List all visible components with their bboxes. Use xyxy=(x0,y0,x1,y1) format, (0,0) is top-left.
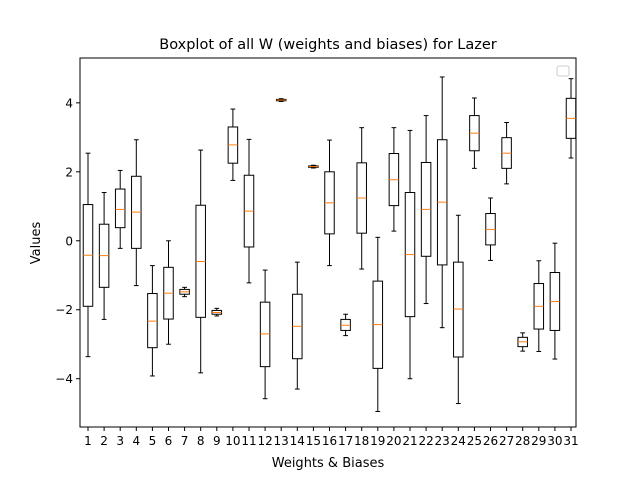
x-tick-label: 28 xyxy=(515,434,530,448)
y-axis-label: Values xyxy=(29,222,44,265)
iqr-box xyxy=(259,301,271,368)
x-tick-label: 8 xyxy=(197,434,205,448)
box-7 xyxy=(179,286,190,298)
x-tick-label: 24 xyxy=(451,434,466,448)
x-tick-label: 17 xyxy=(338,434,353,448)
y-tick-label: 4 xyxy=(65,96,73,110)
box-24 xyxy=(453,214,464,405)
box-22 xyxy=(420,115,432,305)
box-13 xyxy=(275,98,287,102)
box-30 xyxy=(549,242,561,360)
x-tick-label: 18 xyxy=(354,434,369,448)
box-11 xyxy=(243,138,255,284)
box-16 xyxy=(324,139,335,267)
x-tick-label: 29 xyxy=(531,434,546,448)
y-tick-label: 0 xyxy=(65,234,73,248)
x-tick-label: 26 xyxy=(483,434,498,448)
chart-title: Boxplot of all W (weights and biases) fo… xyxy=(159,37,496,53)
x-axis-label: Weights & Biases xyxy=(272,456,385,471)
box-15 xyxy=(308,164,319,169)
box-10 xyxy=(227,108,239,181)
box-31 xyxy=(565,78,577,159)
box-17 xyxy=(340,313,351,337)
box-23 xyxy=(436,76,448,329)
x-tick-label: 16 xyxy=(322,434,337,448)
box-series xyxy=(82,76,577,412)
iqr-box xyxy=(453,261,464,358)
box-27 xyxy=(501,121,512,185)
y-tick-label: −4 xyxy=(55,372,73,386)
box-2 xyxy=(98,191,110,320)
x-axis: 1 2 3 4 5 6 7 8 9 10 11 12 13 14 15 16 17 18 19 20 21 22 23 24 2… xyxy=(84,427,579,448)
x-tick-label: 12 xyxy=(257,434,272,448)
x-tick-label: 21 xyxy=(402,434,417,448)
x-tick-label: 14 xyxy=(290,434,305,448)
x-tick-label: 3 xyxy=(116,434,124,448)
box-20 xyxy=(388,127,400,232)
box-5 xyxy=(147,265,158,377)
y-tick-label: −2 xyxy=(55,303,73,317)
x-tick-label: 7 xyxy=(181,434,189,448)
box-21 xyxy=(404,129,416,380)
x-tick-label: 10 xyxy=(225,434,240,448)
box-3 xyxy=(114,169,126,249)
x-tick-label: 23 xyxy=(435,434,450,448)
plot-area-frame xyxy=(79,57,577,428)
box-9 xyxy=(211,307,223,317)
x-tick-label: 9 xyxy=(213,434,221,448)
y-axis: −4 −2 0 2 4 xyxy=(55,96,80,386)
box-28 xyxy=(517,332,528,352)
box-1 xyxy=(82,152,94,358)
x-tick-label: 6 xyxy=(165,434,173,448)
x-tick-label: 11 xyxy=(241,434,256,448)
box-29 xyxy=(533,260,545,352)
x-tick-label: 19 xyxy=(370,434,385,448)
x-tick-label: 4 xyxy=(132,434,140,448)
x-tick-label: 30 xyxy=(547,434,562,448)
y-tick-label: 2 xyxy=(65,165,73,179)
x-tick-label: 27 xyxy=(499,434,514,448)
box-12 xyxy=(259,269,271,400)
box-26 xyxy=(485,197,496,261)
iqr-box xyxy=(147,293,158,349)
x-tick-label: 13 xyxy=(274,434,289,448)
box-6 xyxy=(163,240,174,345)
box-8 xyxy=(195,149,206,374)
x-tick-label: 22 xyxy=(418,434,433,448)
box-4 xyxy=(131,139,142,287)
legend-box xyxy=(556,65,570,77)
iqr-box xyxy=(114,188,126,229)
x-tick-label: 15 xyxy=(306,434,321,448)
x-tick-label: 25 xyxy=(467,434,482,448)
x-tick-label: 20 xyxy=(386,434,401,448)
x-tick-label: 1 xyxy=(84,434,92,448)
box-25 xyxy=(469,97,480,169)
x-tick-label: 5 xyxy=(149,434,157,448)
box-18 xyxy=(356,127,367,270)
x-tick-label: 2 xyxy=(100,434,108,448)
x-tick-label: 31 xyxy=(563,434,578,448)
box-14 xyxy=(292,261,303,390)
box-19 xyxy=(372,236,384,412)
